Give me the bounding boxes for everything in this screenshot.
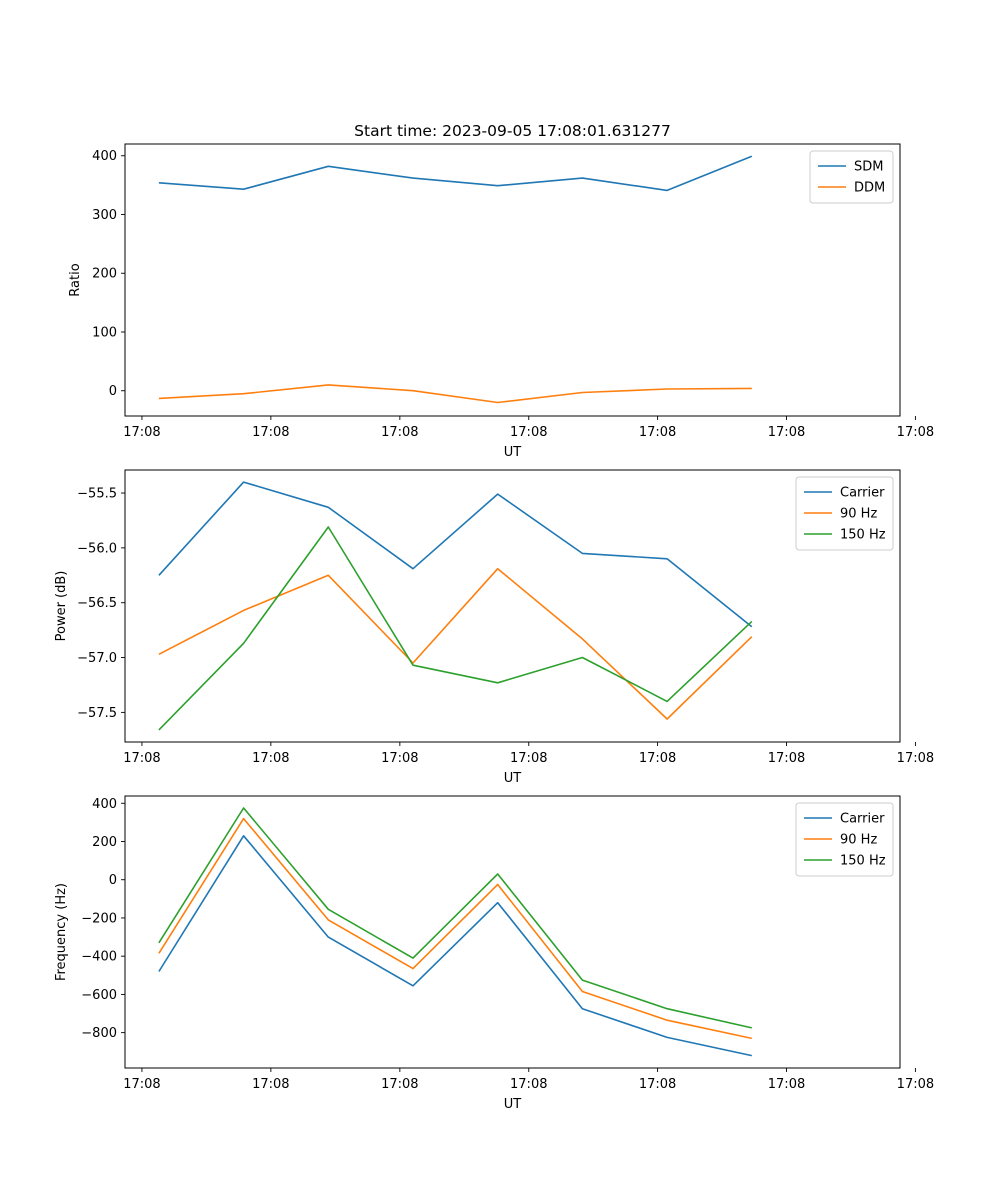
series-line-ddm — [158, 384, 752, 404]
x-tick-label: 17:08 — [381, 751, 418, 766]
x-tick-label: 17:08 — [768, 1077, 805, 1092]
series-line-carrier — [158, 834, 752, 1057]
x-tick-label: 17:08 — [639, 425, 676, 440]
legend-box — [795, 802, 894, 877]
legend-label: Carrier — [840, 812, 885, 827]
y-tick-label: 200 — [92, 835, 117, 850]
y-tick-label: 100 — [92, 325, 117, 340]
legend: SDM DDM — [809, 150, 894, 204]
axes-group: 17:08 17:08 17:08 17:08 17:08 17:08 17:08 0 100 2… — [54, 122, 934, 1112]
legend-label: 150 Hz — [840, 854, 886, 869]
y-tick-label: −55.5 — [77, 487, 117, 502]
y-tick-label: 0 — [109, 384, 117, 399]
x-tick-label: 17:08 — [639, 1077, 676, 1092]
x-tick-label: 17:08 — [897, 751, 934, 766]
series-line-sdm — [158, 155, 753, 192]
y-axis-label: Power (dB) — [54, 571, 69, 642]
legend-label: DDM — [854, 181, 885, 196]
x-tick-label: 17:08 — [897, 425, 934, 440]
x-tick-label: 17:08 — [381, 1077, 418, 1092]
y-tick-label: 200 — [92, 267, 117, 282]
series-line-90-hz — [158, 567, 753, 720]
y-axis-label: Frequency (Hz) — [54, 883, 69, 981]
y-tick-label: 300 — [92, 208, 117, 223]
chart-title: Start time: 2023-09-05 17:08:01.631277 — [354, 122, 671, 140]
x-axis-label: UT — [504, 771, 522, 786]
x-tick-label: 17:08 — [639, 751, 676, 766]
x-tick-label: 17:08 — [252, 1077, 289, 1092]
y-tick-label: −56.0 — [77, 541, 117, 556]
x-tick-label: 17:08 — [123, 425, 160, 440]
series-line-150-hz — [158, 526, 753, 731]
plot-frame — [124, 469, 901, 743]
legend-label: Carrier — [840, 486, 885, 501]
y-tick-label: 400 — [92, 149, 117, 164]
y-tick-label: −57.0 — [77, 651, 117, 666]
y-tick-label: −200 — [81, 911, 117, 926]
legend-label: SDM — [854, 160, 883, 175]
plot-frame — [124, 795, 901, 1069]
x-tick-label: 17:08 — [252, 751, 289, 766]
x-tick-label: 17:08 — [123, 751, 160, 766]
x-tick-label: 17:08 — [252, 425, 289, 440]
subplot-1: 17:08 17:08 17:08 17:08 17:08 17:08 17:08 0 100 2… — [68, 122, 934, 460]
y-tick-label: −56.5 — [77, 596, 117, 611]
legend-label: 150 Hz — [840, 528, 886, 543]
y-axis-label: Ratio — [68, 263, 83, 296]
y-tick-label: −57.5 — [77, 706, 117, 721]
x-tick-label: 17:08 — [768, 425, 805, 440]
legend-box — [809, 150, 894, 204]
y-tick-label: −600 — [81, 988, 117, 1003]
x-tick-label: 17:08 — [381, 425, 418, 440]
x-axis-label: UT — [504, 1097, 522, 1112]
y-tick-label: −400 — [81, 950, 117, 965]
legend: Carrier 90 Hz 150 Hz — [795, 802, 894, 877]
x-axis-label: UT — [504, 445, 522, 460]
x-tick-label: 17:08 — [768, 751, 805, 766]
x-tick-label: 17:08 — [123, 1077, 160, 1092]
legend-label: 90 Hz — [840, 833, 877, 848]
y-tick-label: 0 — [109, 873, 117, 888]
subplot-2: 17:08 17:08 17:08 17:08 17:08 17:08 17:08 −57.5… — [54, 469, 934, 786]
plot-frame — [124, 143, 901, 417]
series-line-90-hz — [158, 817, 752, 1040]
x-tick-label: 17:08 — [510, 751, 547, 766]
legend: Carrier 90 Hz 150 Hz — [795, 476, 894, 551]
series-line-150-hz — [158, 807, 752, 1029]
y-tick-label: −800 — [81, 1026, 117, 1041]
y-tick-label: 400 — [92, 797, 117, 812]
subplot-3: 17:08 17:08 17:08 17:08 17:08 17:08 17:08 −800 −… — [54, 795, 934, 1112]
x-tick-label: 17:08 — [897, 1077, 934, 1092]
x-tick-label: 17:08 — [510, 1077, 547, 1092]
legend-label: 90 Hz — [840, 507, 877, 522]
legend-box — [795, 476, 894, 551]
series-line-carrier — [158, 481, 753, 628]
x-tick-label: 17:08 — [510, 425, 547, 440]
